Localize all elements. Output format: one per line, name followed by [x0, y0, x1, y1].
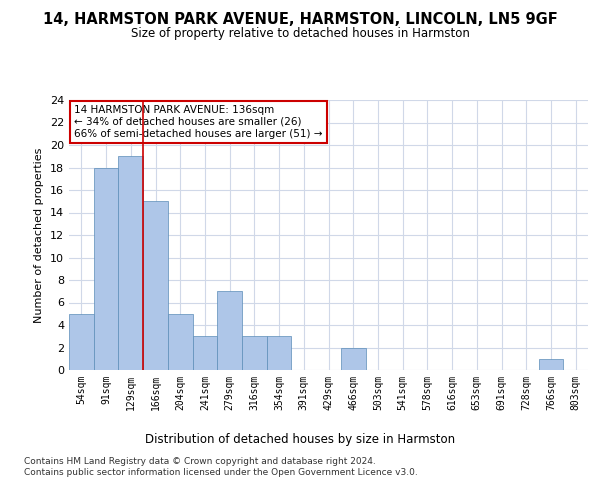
- Y-axis label: Number of detached properties: Number of detached properties: [34, 148, 44, 322]
- Text: Contains HM Land Registry data © Crown copyright and database right 2024.
Contai: Contains HM Land Registry data © Crown c…: [24, 458, 418, 477]
- Bar: [217, 291, 242, 370]
- Bar: [341, 348, 365, 370]
- Bar: [267, 336, 292, 370]
- Text: Distribution of detached houses by size in Harmston: Distribution of detached houses by size …: [145, 432, 455, 446]
- Bar: [143, 201, 168, 370]
- Text: 14 HARMSTON PARK AVENUE: 136sqm
← 34% of detached houses are smaller (26)
66% of: 14 HARMSTON PARK AVENUE: 136sqm ← 34% of…: [74, 106, 323, 138]
- Bar: [193, 336, 217, 370]
- Text: 14, HARMSTON PARK AVENUE, HARMSTON, LINCOLN, LN5 9GF: 14, HARMSTON PARK AVENUE, HARMSTON, LINC…: [43, 12, 557, 28]
- Bar: [539, 359, 563, 370]
- Bar: [69, 314, 94, 370]
- Bar: [94, 168, 118, 370]
- Bar: [168, 314, 193, 370]
- Bar: [242, 336, 267, 370]
- Bar: [118, 156, 143, 370]
- Text: Size of property relative to detached houses in Harmston: Size of property relative to detached ho…: [131, 28, 469, 40]
